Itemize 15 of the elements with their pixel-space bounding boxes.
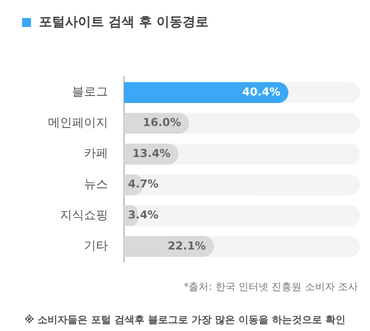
data-label: 16.0% [142, 116, 182, 130]
y-tick-label: 뉴스 [84, 177, 108, 192]
data-label: 22.1% [168, 239, 206, 252]
text: *출처: 한국 인터넷 진흥원 소비자 조사 [184, 281, 358, 294]
data-label: 4.7% [128, 178, 159, 191]
data-label: 40.4% [242, 85, 280, 98]
chart-title: 포털사이트 검색 후 이동경로 [39, 14, 209, 31]
y-tick-label: 메인페이지 [48, 115, 108, 130]
data-label: 3.4% [128, 208, 159, 222]
y-tick-label: 카페 [84, 146, 108, 160]
y-tick-label: 블로그 [72, 84, 108, 99]
y-tick-label: 지식쇼핑 [60, 208, 108, 222]
text: ※ 소비자들은 포털 검색후 블로그로 가장 많은 이동을 하는것으로 확인 [23, 314, 347, 327]
data-label: 13.4% [132, 146, 171, 160]
y-tick-label: 기타 [84, 238, 108, 253]
